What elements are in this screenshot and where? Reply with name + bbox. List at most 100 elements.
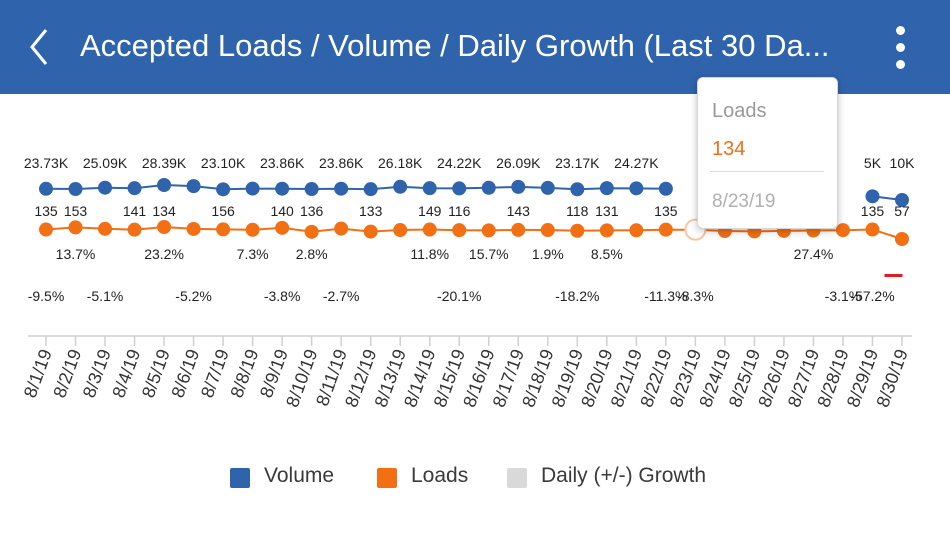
volume-point bbox=[68, 181, 83, 196]
loads-point bbox=[570, 223, 585, 238]
volume-point bbox=[245, 181, 260, 196]
tooltip-value: 134 bbox=[712, 138, 746, 160]
volume-point bbox=[570, 182, 585, 197]
growth-data-label: 7.3% bbox=[237, 246, 269, 262]
growth-data-label: 13.7% bbox=[56, 246, 96, 262]
chart-tooltip: Loads 134 8/23/19 bbox=[697, 77, 838, 229]
loads-data-label: 135 bbox=[861, 203, 885, 219]
volume-point bbox=[895, 193, 909, 207]
growth-data-label: -57.2% bbox=[850, 288, 894, 304]
more-vertical-icon bbox=[896, 26, 905, 35]
loads-point bbox=[481, 223, 496, 238]
growth-data-label: 2.8% bbox=[296, 246, 328, 262]
loads-point bbox=[511, 222, 526, 237]
volume-point bbox=[393, 179, 408, 194]
growth-data-label: 27.4% bbox=[794, 246, 834, 262]
loads-point bbox=[157, 220, 172, 234]
loads-point bbox=[422, 222, 437, 237]
growth-data-label: -20.1% bbox=[437, 288, 481, 304]
volume-data-label: 28.39K bbox=[142, 155, 187, 171]
loads-point bbox=[835, 223, 850, 238]
growth-bar-negative bbox=[884, 274, 903, 277]
volume-data-label: 26.18K bbox=[378, 155, 423, 171]
volume-data-label: 23.10K bbox=[201, 155, 246, 171]
volume-data-label: 23.86K bbox=[260, 155, 305, 171]
volume-point bbox=[629, 181, 644, 196]
more-vertical-icon-dot bbox=[896, 43, 905, 52]
growth-data-label: -5.1% bbox=[87, 288, 124, 304]
loads-data-label: 153 bbox=[64, 203, 88, 219]
volume-point bbox=[304, 181, 319, 196]
legend-swatch-growth bbox=[507, 468, 527, 488]
loads-data-label: 133 bbox=[359, 203, 383, 219]
loads-point bbox=[334, 221, 349, 236]
volume-point bbox=[599, 181, 614, 196]
volume-data-label: 26.09K bbox=[496, 155, 541, 171]
loads-point bbox=[216, 222, 231, 237]
chart-plot: 8/1/198/2/198/3/198/4/198/5/198/6/198/7/… bbox=[20, 155, 916, 410]
page-title: Accepted Loads / Volume / Daily Growth (… bbox=[80, 28, 830, 63]
loads-data-label: 134 bbox=[152, 203, 176, 219]
tooltip-divider bbox=[710, 171, 824, 172]
chevron-left-icon bbox=[30, 29, 48, 65]
loads-point bbox=[865, 222, 880, 237]
growth-data-label: -2.7% bbox=[323, 288, 360, 304]
loads-data-label: 135 bbox=[654, 203, 678, 219]
legend-swatch-loads bbox=[377, 468, 397, 488]
growth-data-label: -18.2% bbox=[555, 288, 599, 304]
growth-data-label: 23.2% bbox=[144, 246, 184, 262]
growth-data-label: -8.3% bbox=[677, 288, 714, 304]
volume-data-label: 5K bbox=[864, 155, 882, 171]
loads-data-label: 156 bbox=[211, 203, 235, 219]
growth-data-label: 1.9% bbox=[532, 246, 564, 262]
volume-data-label: 24.27K bbox=[614, 155, 659, 171]
volume-data-label: 23.86K bbox=[319, 155, 364, 171]
loads-point bbox=[895, 232, 909, 246]
loads-point bbox=[599, 223, 614, 238]
volume-point bbox=[422, 181, 437, 196]
tooltip-series-label: Loads bbox=[712, 100, 767, 122]
growth-data-label: -11.3% bbox=[644, 288, 687, 304]
growth-data-label: 11.8% bbox=[410, 246, 449, 262]
loads-point bbox=[127, 222, 142, 237]
growth-data-label: -9.5% bbox=[28, 288, 65, 304]
volume-point bbox=[658, 181, 673, 196]
volume-point bbox=[98, 180, 113, 195]
back-button[interactable] bbox=[22, 22, 62, 72]
loads-point bbox=[275, 220, 290, 235]
growth-data-label: -5.2% bbox=[175, 288, 212, 304]
loads-point bbox=[98, 221, 113, 236]
loads-data-label: 140 bbox=[270, 203, 294, 219]
volume-point bbox=[452, 181, 467, 196]
loads-point bbox=[629, 223, 644, 238]
volume-point bbox=[186, 179, 201, 194]
loads-point bbox=[363, 224, 378, 239]
more-menu-button[interactable] bbox=[884, 24, 918, 72]
volume-point bbox=[275, 181, 290, 196]
legend-label: Loads bbox=[411, 464, 469, 487]
tooltip-date: 8/23/19 bbox=[712, 191, 776, 212]
volume-point bbox=[157, 178, 172, 192]
loads-point bbox=[540, 223, 555, 238]
volume-data-label: 23.17K bbox=[555, 155, 600, 171]
growth-data-label: 8.5% bbox=[591, 246, 623, 262]
volume-point bbox=[511, 179, 526, 194]
loads-data-label: 149 bbox=[418, 203, 442, 219]
more-vertical-icon-dot bbox=[896, 60, 905, 69]
volume-point bbox=[540, 180, 555, 195]
legend-label: Daily (+/-) Growth bbox=[541, 464, 707, 487]
loads-data-label: 141 bbox=[123, 203, 147, 219]
loads-point bbox=[452, 223, 467, 238]
loads-data-label: 118 bbox=[566, 203, 589, 219]
loads-data-label: 136 bbox=[300, 203, 324, 219]
loads-point bbox=[304, 224, 319, 239]
legend-swatch-volume bbox=[230, 468, 250, 488]
legend-label: Volume bbox=[264, 464, 335, 487]
volume-data-label: 10K bbox=[890, 155, 916, 171]
chart-legend: Volume Loads Daily (+/-) Growth bbox=[0, 460, 950, 494]
volume-point bbox=[127, 181, 142, 196]
volume-data-label: 24.22K bbox=[437, 155, 482, 171]
volume-point bbox=[363, 182, 378, 197]
growth-data-label: 15.7% bbox=[469, 246, 509, 262]
loads-point bbox=[186, 221, 201, 236]
